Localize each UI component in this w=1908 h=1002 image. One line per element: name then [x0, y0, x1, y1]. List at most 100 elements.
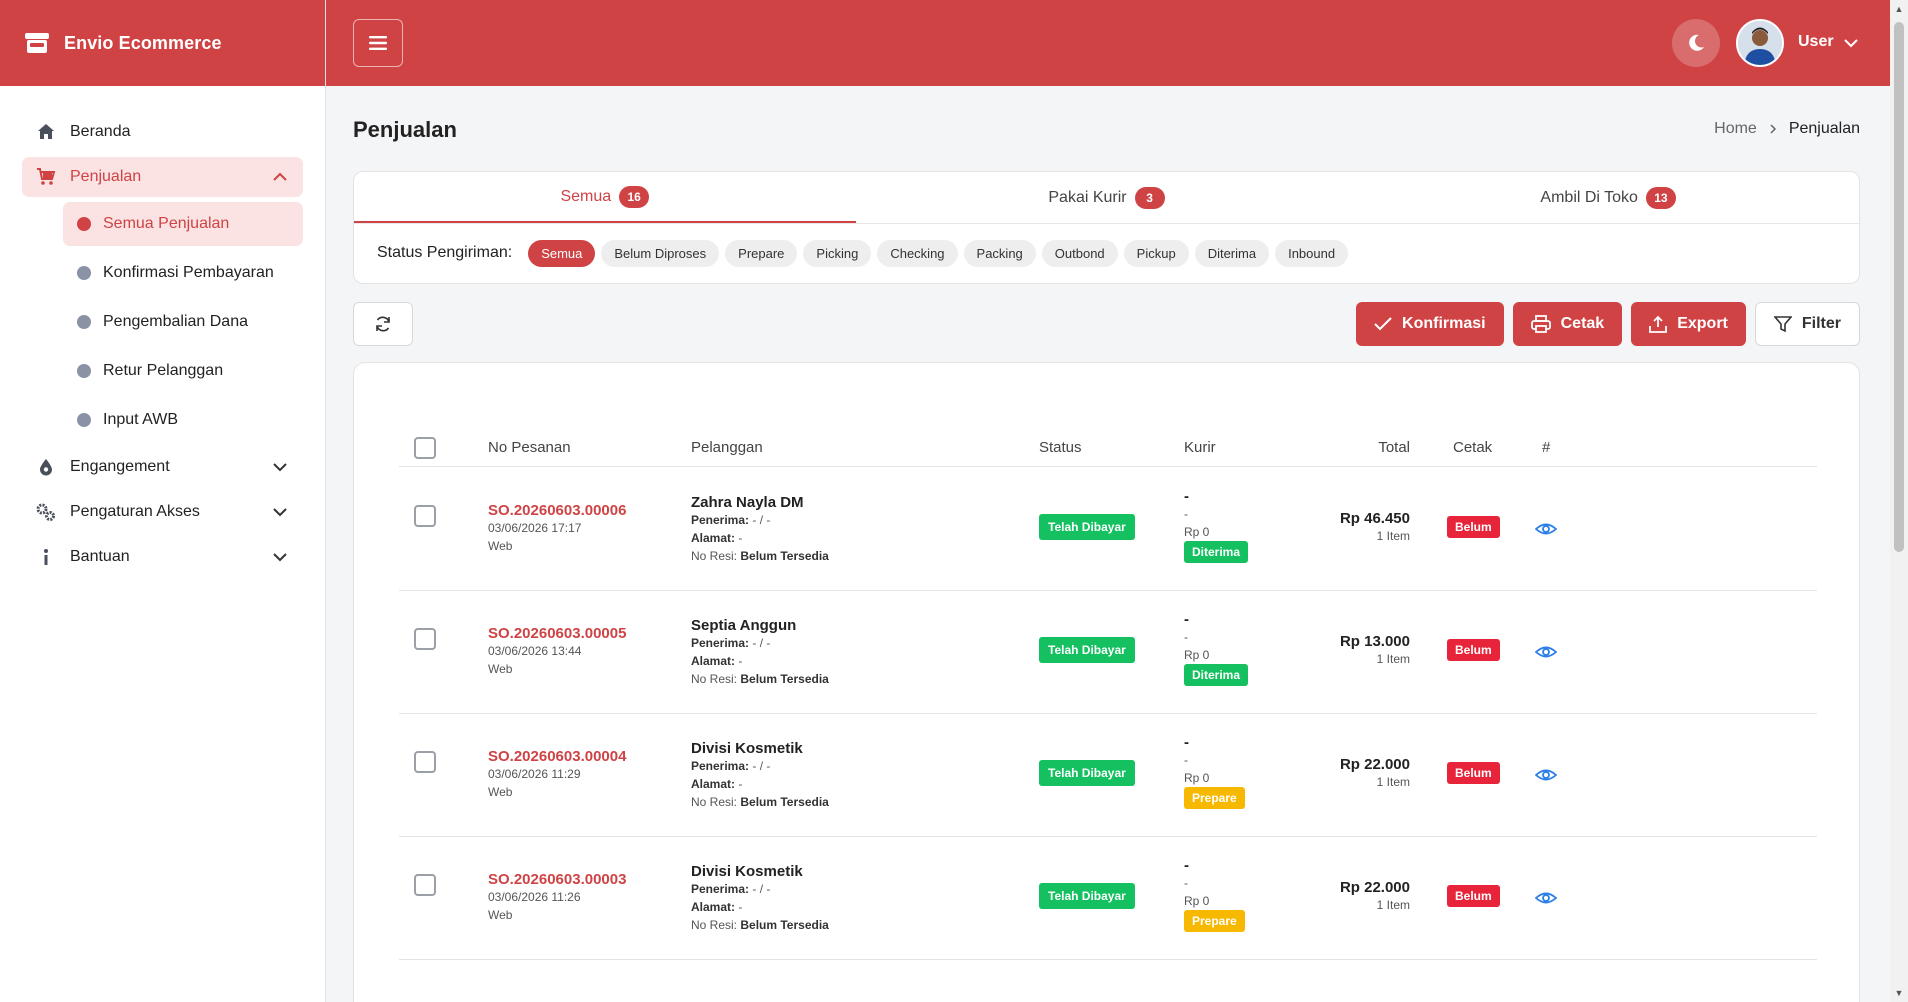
alamat-label: Alamat: [691, 654, 736, 668]
refresh-button[interactable] [353, 302, 413, 346]
kurir-service: - [1184, 630, 1188, 644]
status-pill-packing[interactable]: Packing [963, 239, 1036, 267]
chevron-down-icon[interactable] [1842, 34, 1860, 52]
breadcrumb-current: Penjualan [1788, 120, 1860, 137]
table-row: SO.20260603.00004 03/06/2026 11:29 Web D… [399, 714, 1817, 837]
scrollbar-thumb[interactable] [1894, 22, 1904, 552]
header-no-pesanan[interactable]: No Pesanan [488, 439, 571, 456]
menu-toggle-button[interactable] [353, 19, 403, 67]
penerima-label: Penerima: [691, 882, 750, 896]
sidebar-item-label: Pengaturan Akses [70, 503, 200, 520]
breadcrumb-home[interactable]: Home [1714, 120, 1757, 137]
scroll-up-icon[interactable]: ▲ [1894, 4, 1904, 14]
customer-name: Zahra Nayla DM [691, 494, 804, 511]
sidebar-item-engangement[interactable]: Engangement [22, 447, 303, 487]
sidebar-item-beranda[interactable]: Beranda [22, 112, 303, 152]
header-actions: # [1542, 439, 1551, 456]
kurir-service: - [1184, 876, 1188, 890]
view-detail-icon[interactable] [1535, 641, 1557, 663]
kurir-cost: Rp 0 [1184, 525, 1210, 539]
sidebar-subitem-label: Retur Pelanggan [103, 362, 224, 379]
upload-icon [1649, 315, 1668, 333]
table-row: SO.20260603.00003 03/06/2026 11:26 Web D… [399, 837, 1817, 960]
sidebar-subitem-semua-penjualan[interactable]: Semua Penjualan [63, 202, 303, 246]
order-number-link[interactable]: SO.20260603.00003 [488, 871, 627, 888]
tabs: Semua 16 Pakai Kurir 3 Ambil Di Toko 13 [354, 172, 1859, 224]
payment-status-badge: Telah Dibayar [1039, 514, 1135, 540]
check-icon [1374, 317, 1392, 331]
view-detail-icon[interactable] [1535, 764, 1557, 786]
tab-ambil-di-toko[interactable]: Ambil Di Toko 13 [1357, 172, 1859, 223]
sidebar-item-pengaturan-akses[interactable]: Pengaturan Akses [22, 492, 303, 532]
status-pill-checking[interactable]: Checking [877, 239, 958, 267]
avatar[interactable] [1736, 19, 1784, 67]
filter-button[interactable]: Filter [1754, 302, 1860, 346]
bullet-icon [77, 266, 91, 280]
sidebar-subitem-konfirmasi-pembayaran[interactable]: Konfirmasi Pembayaran [63, 251, 303, 295]
tabs-card: Semua 16 Pakai Kurir 3 Ambil Di Toko 13 … [353, 171, 1860, 284]
refresh-icon [376, 316, 390, 332]
sidebar-item-penjualan[interactable]: Penjualan [22, 157, 303, 197]
chevron-up-icon [273, 172, 287, 181]
view-detail-icon[interactable] [1535, 887, 1557, 909]
kurir-name: - [1184, 488, 1189, 505]
order-channel: Web [488, 662, 513, 676]
status-pill-prepare[interactable]: Prepare [725, 239, 798, 267]
status-pill-picking[interactable]: Picking [803, 239, 872, 267]
no-resi-value: Belum Tersedia [740, 918, 829, 932]
order-number-link[interactable]: SO.20260603.00004 [488, 748, 627, 765]
view-detail-icon[interactable] [1535, 518, 1557, 540]
scroll-down-icon[interactable]: ▼ [1894, 988, 1904, 998]
order-datetime: 03/06/2026 13:44 [488, 644, 582, 658]
sidebar-item-label: Beranda [70, 123, 131, 140]
status-pill-inbound[interactable]: Inbound [1275, 239, 1349, 267]
cetak-button[interactable]: Cetak [1512, 302, 1623, 346]
user-name[interactable]: User [1798, 33, 1834, 50]
konfirmasi-button[interactable]: Konfirmasi [1356, 302, 1504, 346]
shipping-status-badge: Prepare [1184, 910, 1245, 932]
row-checkbox[interactable] [414, 628, 436, 650]
tab-semua[interactable]: Semua 16 [354, 172, 856, 223]
status-pill-semua[interactable]: Semua [528, 239, 596, 267]
penerima-label: Penerima: [691, 759, 750, 773]
sidebar-subitem-retur-pelanggan[interactable]: Retur Pelanggan [63, 349, 303, 393]
no-resi-value: Belum Tersedia [740, 672, 829, 686]
brand[interactable]: Envio Ecommerce [0, 0, 325, 86]
gears-icon [36, 502, 56, 522]
sidebar-subitem-input-awb[interactable]: Input AWB [63, 398, 303, 442]
status-pill-outbond[interactable]: Outbond [1041, 239, 1118, 267]
header-total[interactable]: Total [1378, 439, 1410, 456]
order-number-link[interactable]: SO.20260603.00005 [488, 625, 627, 642]
sidebar-subitem-pengembalian-dana[interactable]: Pengembalian Dana [63, 300, 303, 344]
row-checkbox[interactable] [414, 505, 436, 527]
sidebar-item-label: Engangement [70, 458, 170, 475]
header-kurir[interactable]: Kurir [1184, 439, 1216, 456]
filter-icon [1773, 316, 1792, 333]
row-checkbox[interactable] [414, 751, 436, 773]
order-channel: Web [488, 908, 513, 922]
kurir-cost: Rp 0 [1184, 648, 1210, 662]
select-all-checkbox[interactable] [414, 437, 436, 459]
order-number-link[interactable]: SO.20260603.00006 [488, 502, 627, 519]
tab-pakai-kurir[interactable]: Pakai Kurir 3 [856, 172, 1358, 223]
status-pill-belum-diproses[interactable]: Belum Diproses [601, 239, 720, 267]
status-pill-pickup[interactable]: Pickup [1123, 239, 1189, 267]
orders-table: No Pesanan Pelanggan Status Kurir Total … [353, 362, 1860, 1002]
payment-status-badge: Telah Dibayar [1039, 883, 1135, 909]
item-count: 1 Item [1376, 652, 1410, 666]
drop-icon [36, 457, 56, 477]
status-pill-diterima[interactable]: Diterima [1194, 239, 1270, 267]
export-button[interactable]: Export [1631, 302, 1746, 346]
theme-toggle-button[interactable] [1672, 19, 1720, 67]
alamat-label: Alamat: [691, 900, 736, 914]
action-toolbar: Konfirmasi Cetak Export Filter [1356, 302, 1860, 346]
row-checkbox[interactable] [414, 874, 436, 896]
header-status[interactable]: Status [1039, 439, 1082, 456]
sidebar: Envio Ecommerce Beranda Penjualan Semua … [0, 0, 326, 1002]
penerima-label: Penerima: [691, 636, 750, 650]
page-scrollbar[interactable]: ▲ ▼ [1890, 0, 1908, 1002]
header-pelanggan[interactable]: Pelanggan [691, 439, 763, 456]
sidebar-item-bantuan[interactable]: Bantuan [22, 537, 303, 577]
kurir-name: - [1184, 611, 1189, 628]
tab-count-badge: 3 [1134, 186, 1165, 209]
